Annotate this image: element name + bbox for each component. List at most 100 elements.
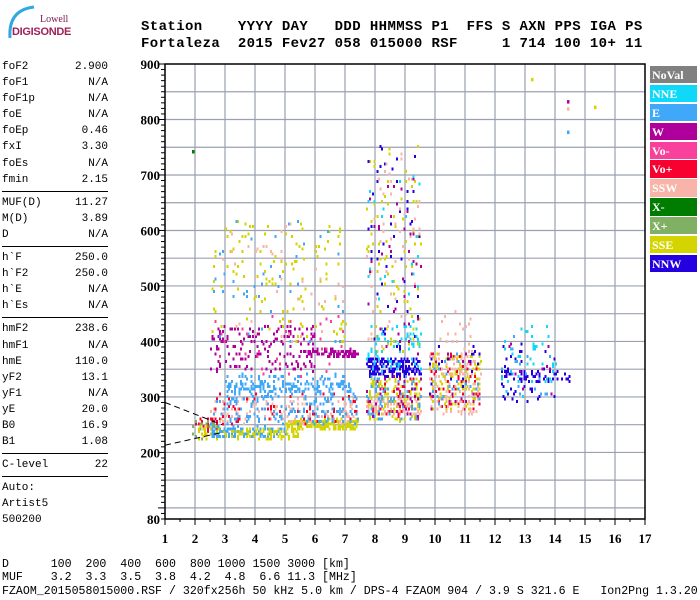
echo-point	[445, 372, 448, 376]
echo-point	[298, 375, 301, 378]
echo-point	[318, 245, 320, 248]
echo-point	[381, 385, 383, 388]
echo-point	[375, 365, 377, 368]
echo-point	[376, 417, 379, 421]
echo-point	[297, 422, 299, 426]
echo-point	[267, 435, 269, 438]
echo-point	[321, 410, 323, 413]
echo-point-outlier	[594, 105, 597, 110]
echo-point	[295, 390, 298, 393]
echo-point	[511, 372, 514, 376]
echo-point	[379, 392, 382, 396]
echo-point	[229, 400, 232, 403]
echo-point	[330, 320, 332, 323]
echo-point	[325, 317, 328, 321]
echo-point	[414, 395, 416, 398]
echo-point	[391, 410, 394, 413]
echo-point	[214, 320, 217, 323]
echo-point	[270, 370, 272, 373]
y-tick-label: 800	[141, 112, 161, 127]
echo-point	[373, 360, 376, 363]
echo-point	[438, 357, 440, 361]
echo-point	[375, 390, 377, 393]
echo-point	[396, 405, 398, 408]
echo-point	[228, 397, 230, 401]
echo-point	[379, 372, 382, 376]
y-tick-label: 80	[147, 512, 160, 527]
echo-point	[345, 350, 347, 353]
echo-point	[568, 375, 571, 378]
echo-point	[385, 387, 388, 391]
echo-point	[294, 385, 296, 388]
echo-point	[310, 365, 313, 368]
echo-point	[288, 420, 290, 423]
echo-point	[294, 367, 296, 371]
param-label: yF2	[2, 371, 22, 384]
echo-point	[403, 395, 406, 398]
echo-point	[412, 342, 415, 346]
echo-point	[312, 350, 314, 353]
echo-point	[265, 437, 268, 441]
echo-point	[235, 382, 238, 386]
echo-point	[315, 392, 317, 396]
echo-point	[352, 415, 355, 418]
echo-point	[327, 397, 329, 401]
echo-point	[328, 427, 331, 431]
echo-point	[298, 427, 301, 431]
echo-point	[327, 415, 329, 418]
echo-point	[381, 417, 383, 421]
echo-point	[277, 327, 280, 331]
echo-point	[535, 372, 538, 376]
echo-point	[313, 400, 316, 403]
echo-point	[211, 435, 214, 438]
echo-point	[241, 372, 244, 376]
echo-point	[514, 390, 517, 393]
echo-point	[450, 410, 452, 413]
echo-point	[472, 407, 475, 411]
echo-point	[418, 182, 421, 186]
echo-point	[477, 362, 479, 366]
echo-point	[394, 417, 397, 421]
echo-point	[300, 322, 302, 326]
echo-point	[339, 230, 341, 233]
echo-point	[450, 395, 452, 398]
echo-point	[465, 405, 467, 408]
echo-point	[268, 345, 271, 348]
logo-line2: DIGISONDE	[12, 26, 72, 38]
echo-point	[451, 340, 454, 343]
echo-point	[246, 432, 248, 436]
echo-point	[312, 412, 314, 416]
echo-point	[288, 382, 290, 386]
echo-point	[268, 385, 271, 388]
echo-point	[390, 215, 392, 218]
echo-point	[477, 382, 479, 386]
echo-point	[369, 272, 371, 276]
echo-point	[237, 400, 239, 403]
echo-point	[352, 400, 355, 403]
param-row-mufd: MUF(D) 11.27	[2, 195, 108, 211]
echo-point	[396, 300, 398, 303]
echo-point	[259, 390, 262, 393]
echo-point	[352, 425, 355, 428]
echo-point	[463, 357, 466, 361]
echo-point	[292, 367, 295, 371]
echo-point	[466, 355, 469, 358]
echo-point	[415, 327, 418, 331]
echo-point	[271, 252, 274, 256]
echo-point	[324, 350, 326, 353]
echo-point	[472, 387, 475, 391]
echo-point	[445, 357, 448, 361]
echo-point	[414, 412, 416, 416]
echo-point	[373, 407, 376, 411]
echo-point	[238, 432, 241, 436]
echo-point	[400, 337, 403, 341]
echo-point	[321, 427, 323, 431]
echo-point	[475, 367, 478, 371]
echo-point	[316, 352, 319, 356]
echo-point	[366, 405, 368, 408]
echo-point	[414, 387, 416, 391]
echo-point	[412, 357, 415, 361]
echo-point	[276, 432, 278, 436]
echo-point	[283, 340, 286, 343]
echo-point	[399, 392, 401, 396]
